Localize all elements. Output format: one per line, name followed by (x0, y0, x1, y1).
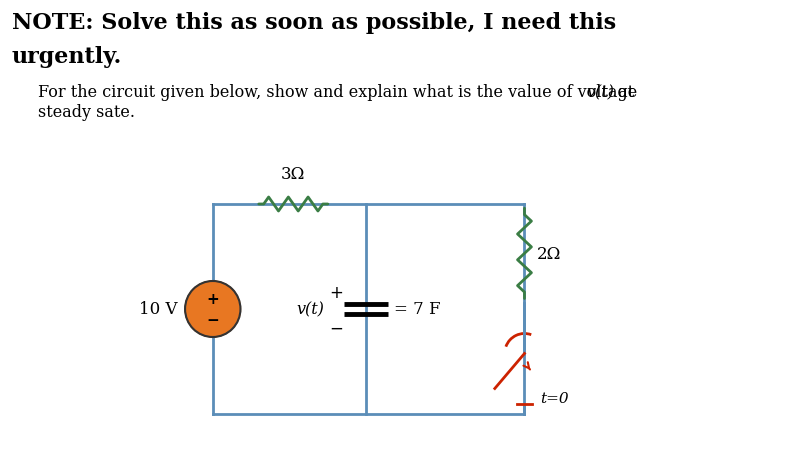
Text: = 7 F: = 7 F (394, 301, 441, 318)
Text: steady sate.: steady sate. (38, 104, 135, 121)
Text: +: + (207, 292, 220, 307)
Circle shape (185, 281, 240, 337)
Text: at: at (613, 84, 633, 101)
Text: −: − (207, 313, 220, 328)
Text: 2Ω: 2Ω (537, 245, 561, 262)
Text: NOTE: Solve this as soon as possible, I need this: NOTE: Solve this as soon as possible, I … (12, 12, 616, 34)
Text: 3Ω: 3Ω (281, 166, 306, 182)
Text: −: − (329, 319, 344, 337)
Text: v(t): v(t) (587, 84, 615, 101)
Text: 10 V: 10 V (139, 301, 178, 318)
Text: +: + (329, 283, 344, 301)
Text: urgently.: urgently. (12, 46, 122, 68)
Text: For the circuit given below, show and explain what is the value of voltage: For the circuit given below, show and ex… (38, 84, 642, 101)
Text: v(t): v(t) (297, 301, 324, 318)
Text: t=0: t=0 (541, 392, 569, 405)
